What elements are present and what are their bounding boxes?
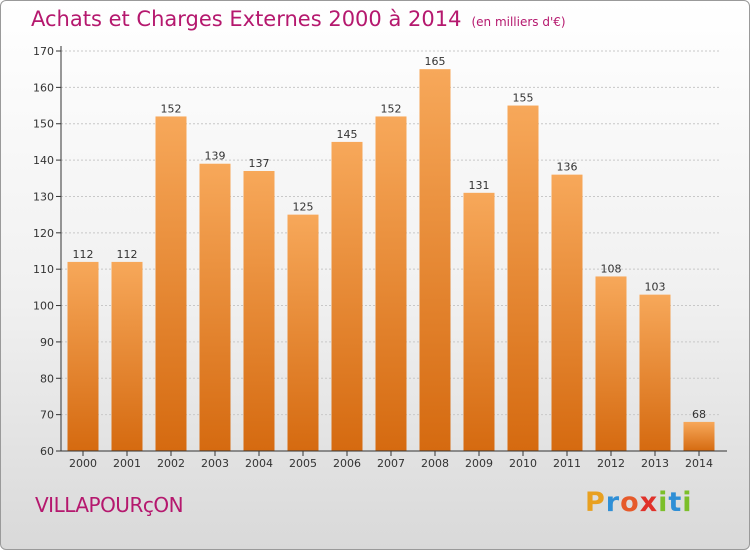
proxiti-logo[interactable]: Proxiti bbox=[585, 487, 693, 518]
bar bbox=[375, 116, 407, 452]
data-label: 152 bbox=[161, 102, 182, 115]
bar bbox=[111, 261, 143, 451]
data-label: 68 bbox=[692, 408, 706, 421]
logo-letter: P bbox=[585, 487, 606, 518]
title-main: Achats et Charges Externes 2000 à 2014 bbox=[31, 7, 462, 31]
bar bbox=[507, 105, 539, 451]
x-tick-label: 2007 bbox=[377, 457, 405, 470]
bar bbox=[463, 192, 495, 451]
y-tick-label: 170 bbox=[33, 45, 54, 58]
bar bbox=[67, 261, 99, 451]
y-tick-label: 70 bbox=[40, 409, 54, 422]
x-tick-label: 2008 bbox=[421, 457, 449, 470]
data-label: 125 bbox=[293, 201, 314, 214]
data-label: 112 bbox=[117, 248, 138, 261]
x-tick-label: 2000 bbox=[69, 457, 97, 470]
chart-title: Achats et Charges Externes 2000 à 2014 (e… bbox=[31, 7, 566, 31]
data-label: 136 bbox=[557, 161, 578, 174]
y-tick-label: 60 bbox=[40, 445, 54, 458]
x-tick-label: 2001 bbox=[113, 457, 141, 470]
bar bbox=[419, 69, 451, 451]
x-tick-label: 2009 bbox=[465, 457, 493, 470]
x-tick-label: 2013 bbox=[641, 457, 669, 470]
data-label: 103 bbox=[645, 281, 666, 294]
data-label: 139 bbox=[205, 150, 226, 163]
bar bbox=[199, 163, 231, 451]
data-label: 165 bbox=[425, 55, 446, 68]
y-tick-label: 140 bbox=[33, 154, 54, 167]
data-label: 155 bbox=[513, 92, 534, 105]
logo-letter: o bbox=[620, 487, 640, 518]
x-tick-label: 2005 bbox=[289, 457, 317, 470]
logo-letter: r bbox=[605, 487, 621, 518]
title-unit: (en milliers d'€) bbox=[471, 15, 566, 29]
logo-letter: i bbox=[658, 487, 669, 518]
bar bbox=[551, 174, 583, 452]
data-label: 137 bbox=[249, 157, 270, 170]
bar bbox=[243, 171, 275, 451]
logo-letter: i bbox=[682, 487, 693, 518]
x-tick-label: 2003 bbox=[201, 457, 229, 470]
x-tick-label: 2006 bbox=[333, 457, 361, 470]
y-tick-label: 130 bbox=[33, 190, 54, 203]
bar bbox=[331, 141, 363, 451]
bar bbox=[683, 421, 715, 451]
y-tick-label: 120 bbox=[33, 227, 54, 240]
bar bbox=[639, 294, 671, 451]
data-label: 145 bbox=[337, 128, 358, 141]
data-label: 152 bbox=[381, 102, 402, 115]
y-tick-label: 80 bbox=[40, 372, 54, 385]
y-tick-label: 100 bbox=[33, 300, 54, 313]
bar bbox=[155, 116, 187, 452]
data-label: 108 bbox=[601, 262, 622, 275]
y-tick-label: 150 bbox=[33, 118, 54, 131]
commune-name: VILLAPOURçON bbox=[35, 493, 184, 517]
x-tick-label: 2012 bbox=[597, 457, 625, 470]
logo-letter: x bbox=[639, 487, 659, 518]
x-tick-label: 2002 bbox=[157, 457, 185, 470]
bar bbox=[287, 214, 319, 451]
data-label: 112 bbox=[73, 248, 94, 261]
bar bbox=[595, 276, 627, 451]
y-tick-label: 160 bbox=[33, 81, 54, 94]
x-tick-label: 2010 bbox=[509, 457, 537, 470]
logo-letter: t bbox=[668, 487, 683, 518]
y-tick-label: 110 bbox=[33, 263, 54, 276]
data-label: 131 bbox=[469, 179, 490, 192]
x-tick-label: 2004 bbox=[245, 457, 273, 470]
y-tick-label: 90 bbox=[40, 336, 54, 349]
x-tick-label: 2014 bbox=[685, 457, 713, 470]
x-tick-label: 2011 bbox=[553, 457, 581, 470]
